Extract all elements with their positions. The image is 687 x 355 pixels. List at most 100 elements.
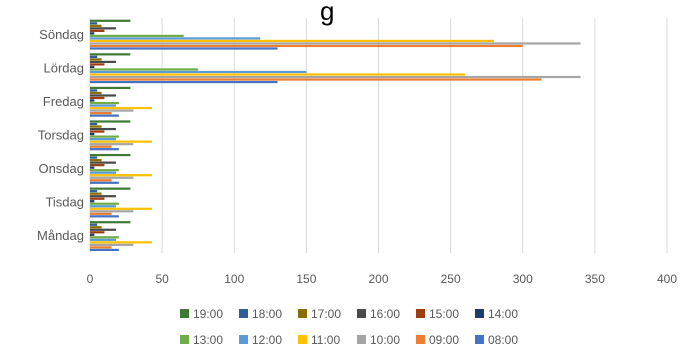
bar [90, 246, 112, 249]
bar [90, 106, 153, 110]
x-tick-label: 100 [224, 272, 244, 286]
bar [90, 143, 134, 146]
legend-swatch [475, 335, 484, 344]
bar [90, 78, 542, 81]
bar [90, 112, 112, 115]
bar [90, 231, 105, 234]
bar [90, 114, 119, 117]
bar [90, 210, 134, 213]
bar [90, 86, 131, 90]
bar [90, 60, 116, 64]
bar [90, 32, 95, 35]
legend-swatch [357, 309, 366, 318]
bar [90, 24, 102, 27]
bar [90, 29, 105, 32]
bar [90, 68, 199, 71]
category-labels: Måndag Tisdag Onsdag Torsdag Fredag Lördag Sön… [37, 27, 84, 243]
bar [90, 70, 307, 74]
x-tick-label: 400 [657, 272, 677, 286]
bar [90, 233, 95, 236]
bar [90, 179, 112, 182]
x-tick-label: 0 [87, 272, 94, 286]
legend-label: 17:00 [311, 307, 341, 321]
legend-label: 16:00 [370, 307, 400, 321]
legend-label: 19:00 [193, 307, 223, 321]
bar [90, 58, 102, 61]
category-label: Lördag [44, 60, 84, 75]
bar [90, 127, 116, 131]
legend-label: 18:00 [252, 307, 282, 321]
bar [90, 130, 105, 133]
bar [90, 27, 116, 30]
bars [90, 19, 581, 252]
bar [90, 44, 523, 48]
category-label: Söndag [39, 27, 84, 42]
bar [90, 109, 134, 112]
x-tick-label: 150 [296, 272, 316, 286]
legend-swatch [416, 309, 425, 318]
bar [90, 34, 184, 38]
category-label: Fredag [43, 94, 84, 109]
bar [90, 197, 105, 200]
bar [90, 22, 98, 25]
bar [90, 238, 116, 241]
bar [90, 200, 95, 203]
bar [90, 223, 98, 226]
x-tick-label: 250 [441, 272, 461, 286]
bar [90, 171, 116, 174]
bar [90, 104, 116, 107]
bar [90, 145, 112, 148]
bar [90, 205, 116, 208]
bar [90, 159, 102, 162]
x-tick-label: 300 [513, 272, 533, 286]
bar [90, 248, 119, 252]
legend-swatch [416, 335, 425, 344]
bar [90, 140, 153, 143]
bar [90, 166, 95, 169]
legend-label: 14:00 [488, 307, 518, 321]
legend-swatch [475, 309, 484, 318]
bar [90, 202, 119, 205]
bar [90, 132, 95, 136]
bar [90, 89, 98, 92]
bar [90, 161, 116, 164]
legend-swatch [180, 335, 189, 344]
bar [90, 153, 131, 157]
bar [90, 47, 278, 50]
bar [90, 195, 116, 198]
bar [90, 176, 134, 179]
bar [90, 101, 119, 105]
bar [90, 53, 131, 56]
bar [90, 125, 102, 128]
category-label: Onsdag [38, 161, 84, 176]
bar [90, 37, 261, 40]
category-label: Torsdag [38, 128, 84, 143]
legend-swatch [239, 309, 248, 318]
bar [90, 135, 119, 138]
bar [90, 91, 102, 95]
legend: 19:00 18:00 17:00 16:00 15:00 14:00 13:00 12:00… [180, 307, 518, 347]
bar [90, 75, 581, 79]
legend-swatch [239, 335, 248, 344]
bar [90, 169, 119, 172]
bar [90, 212, 112, 215]
bar [90, 73, 466, 76]
x-tick-label: 200 [368, 272, 388, 286]
bar [90, 65, 95, 69]
bar [90, 99, 95, 102]
bar [90, 122, 98, 126]
bar [90, 156, 98, 159]
legend-swatch [180, 309, 189, 318]
bar [90, 207, 153, 210]
bar [90, 236, 119, 239]
bar [90, 96, 105, 100]
bar [90, 148, 119, 151]
category-label: Måndag [37, 228, 84, 243]
bar [90, 120, 131, 123]
bar [90, 226, 102, 229]
bar [90, 19, 131, 22]
bar [90, 174, 153, 177]
bar [90, 243, 134, 246]
